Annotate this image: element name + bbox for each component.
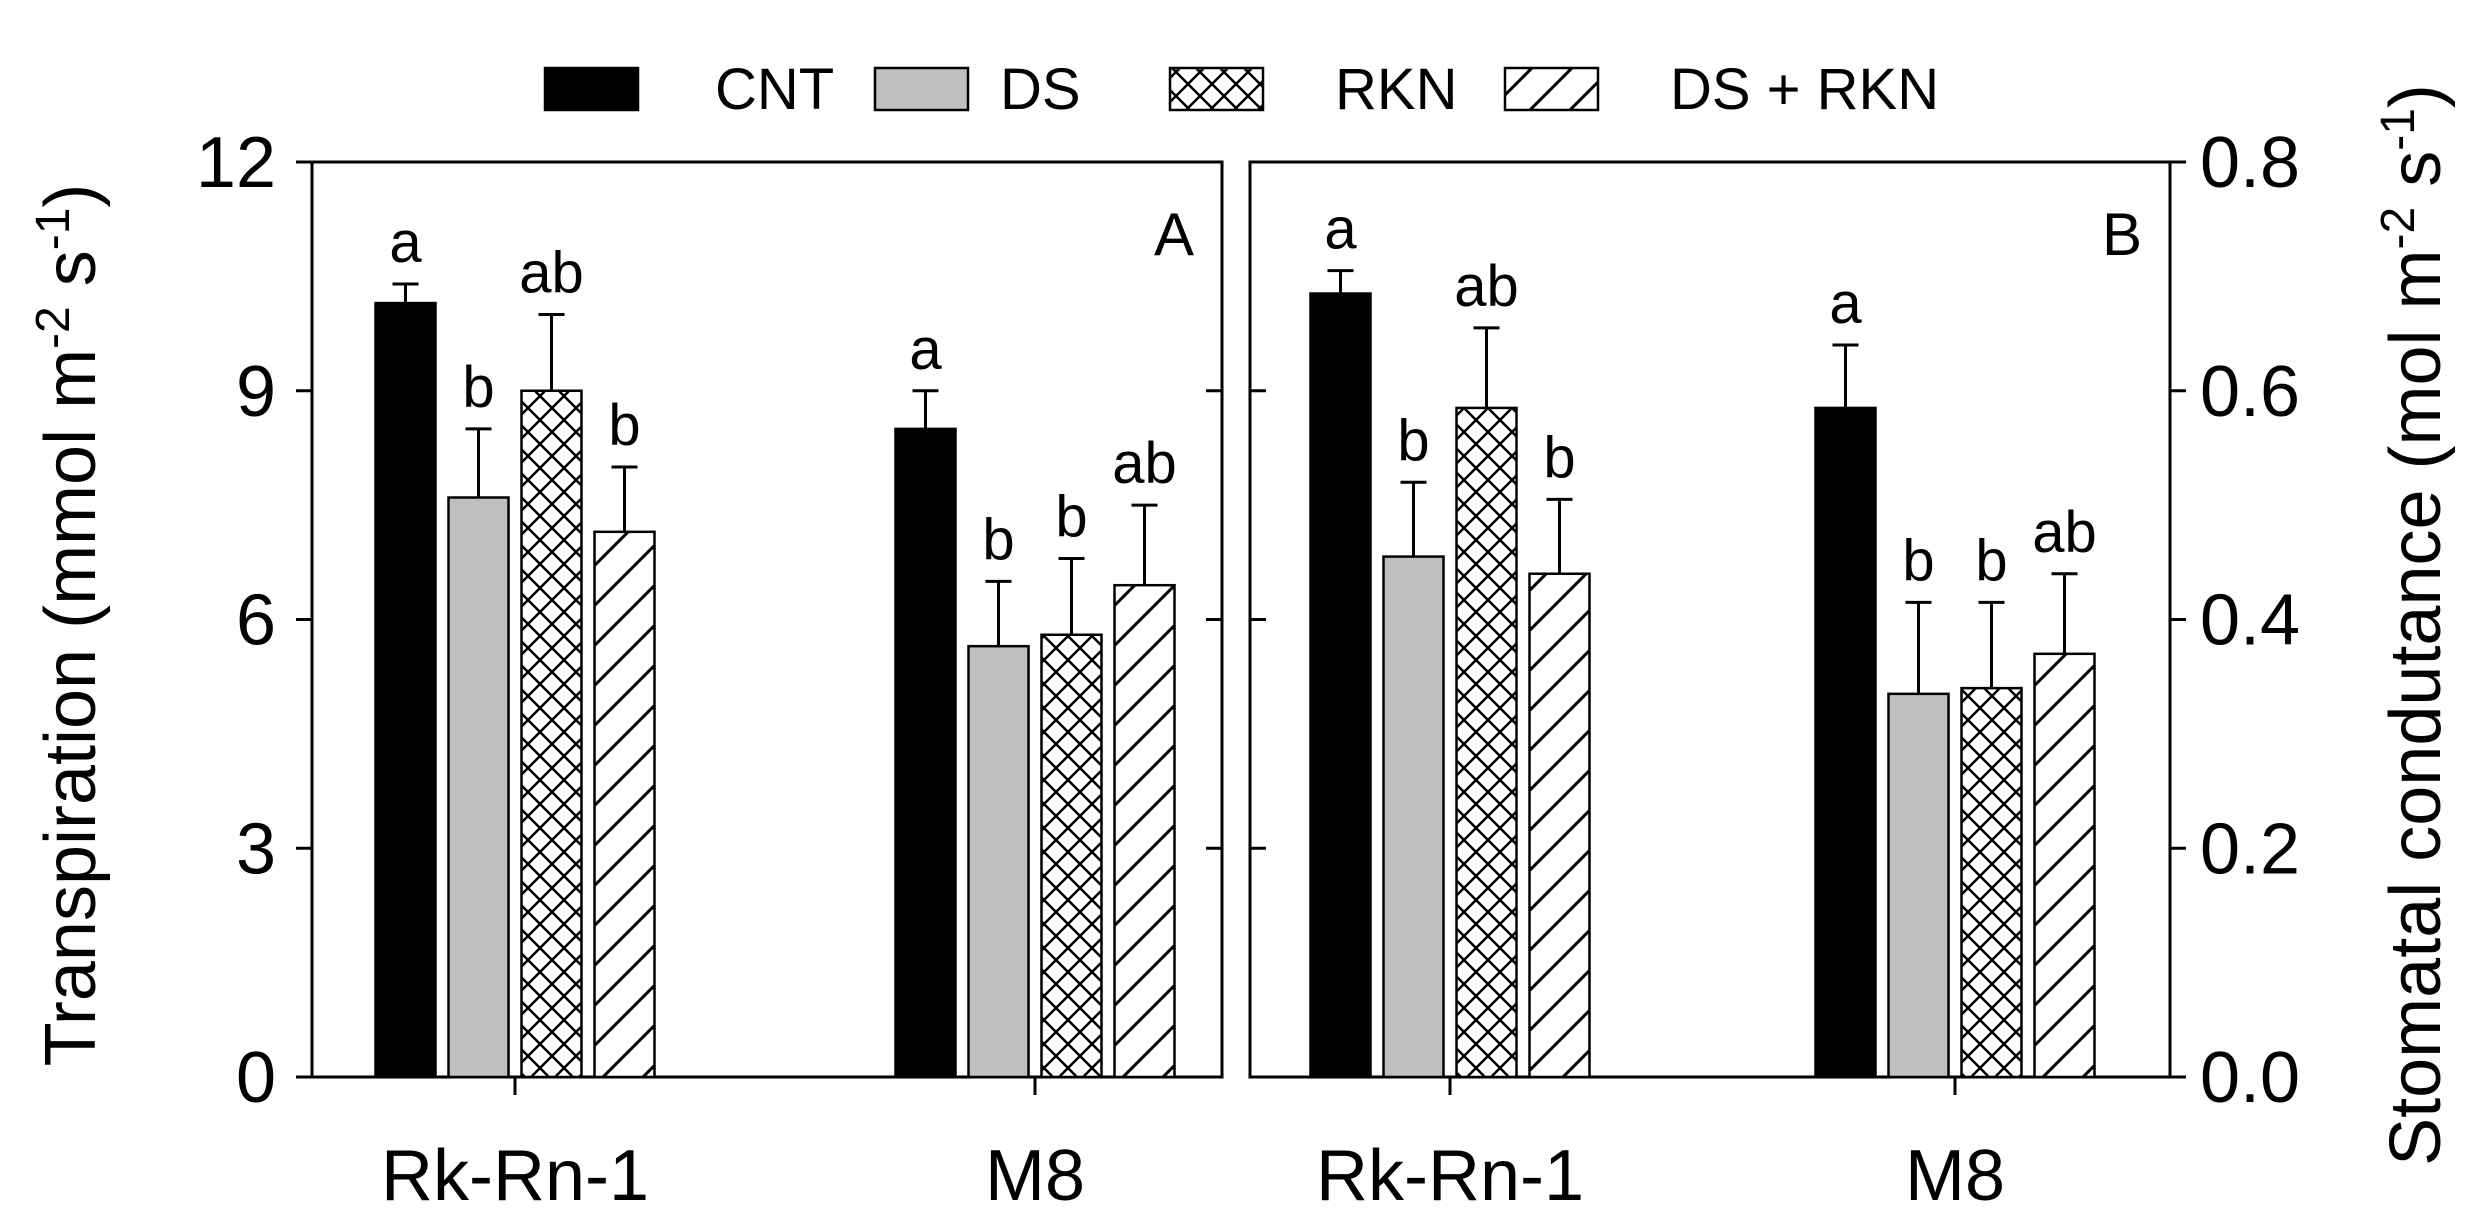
category-label-rk-rn-1: Rk-Rn-1 xyxy=(381,1136,649,1216)
sig-label-cnt: a xyxy=(1324,197,1357,262)
left-tick-label: 6 xyxy=(236,581,276,661)
bar-ds xyxy=(1382,555,1445,1079)
sig-label-cnt: a xyxy=(389,210,422,275)
right-axis-title: Stomatal condutance (mol m-2 s-1) xyxy=(2372,84,2456,1166)
category-label-m8: M8 xyxy=(1905,1136,2005,1216)
bar-cnt xyxy=(1814,406,1877,1079)
bar-rkn xyxy=(1040,633,1103,1079)
bar-cnt xyxy=(1309,292,1372,1079)
legend-swatch-rkn xyxy=(1168,66,1265,112)
sig-label-ds-rkn: ab xyxy=(2032,500,2097,565)
left-tick-label: 3 xyxy=(236,809,276,889)
legend-label-ds-rkn: DS + RKN xyxy=(1670,57,1939,122)
panel-label-a: A xyxy=(1154,201,1194,268)
bar-ds-rkn xyxy=(1528,572,1591,1079)
bar-rkn xyxy=(1960,686,2023,1079)
right-tick-label: 0.0 xyxy=(2200,1038,2300,1118)
right-tick-label: 0.2 xyxy=(2200,809,2300,889)
left-tick-label: 9 xyxy=(236,352,276,432)
legend: CNT DS RKN DS + RKN xyxy=(543,57,1939,122)
sig-label-rkn: ab xyxy=(1454,254,1519,319)
legend-swatch-ds xyxy=(873,66,970,112)
legend-label-rkn: RKN xyxy=(1335,57,1457,122)
sig-label-rkn: b xyxy=(1055,485,1087,550)
left-tick-label: 12 xyxy=(196,123,276,203)
sig-label-ds: b xyxy=(462,355,494,420)
bar-ds-rkn xyxy=(593,530,656,1079)
legend-swatch-cnt xyxy=(543,66,640,112)
sig-label-rkn: b xyxy=(1975,528,2007,593)
bar-rkn xyxy=(520,389,583,1079)
right-tick-label: 0.8 xyxy=(2200,123,2300,203)
sig-label-ds-rkn: b xyxy=(1543,425,1575,490)
right-tick-label: 0.4 xyxy=(2200,581,2300,661)
bar-ds xyxy=(447,496,510,1079)
legend-swatch-ds-rkn xyxy=(1503,66,1600,112)
bar-cnt xyxy=(894,427,957,1079)
sig-label-ds-rkn: ab xyxy=(1112,431,1177,496)
sig-label-rkn: ab xyxy=(519,241,584,306)
category-label-rk-rn-1: Rk-Rn-1 xyxy=(1316,1136,1584,1216)
right-tick-label: 0.6 xyxy=(2200,352,2300,432)
bar-ds-rkn xyxy=(2033,652,2096,1079)
legend-label-ds: DS xyxy=(1000,57,1081,122)
sig-label-ds: b xyxy=(1397,408,1429,473)
sig-label-ds-rkn: b xyxy=(608,393,640,458)
bar-ds-rkn xyxy=(1113,583,1176,1079)
bar-ds xyxy=(1887,692,1950,1079)
sig-label-ds: b xyxy=(1902,528,1934,593)
panel-label-b: B xyxy=(2102,201,2142,268)
left-tick-label: 0 xyxy=(236,1038,276,1118)
legend-label-cnt: CNT xyxy=(715,57,834,122)
category-label-m8: M8 xyxy=(985,1136,1085,1216)
bar-ds xyxy=(967,644,1030,1079)
sig-label-cnt: a xyxy=(1829,271,1862,336)
bar-cnt xyxy=(374,301,437,1079)
sig-label-cnt: a xyxy=(909,317,942,382)
bar-rkn xyxy=(1455,406,1518,1079)
left-axis-title: Transpiration (mmol m-2 s-1) xyxy=(27,184,111,1067)
sig-label-ds: b xyxy=(982,507,1014,572)
